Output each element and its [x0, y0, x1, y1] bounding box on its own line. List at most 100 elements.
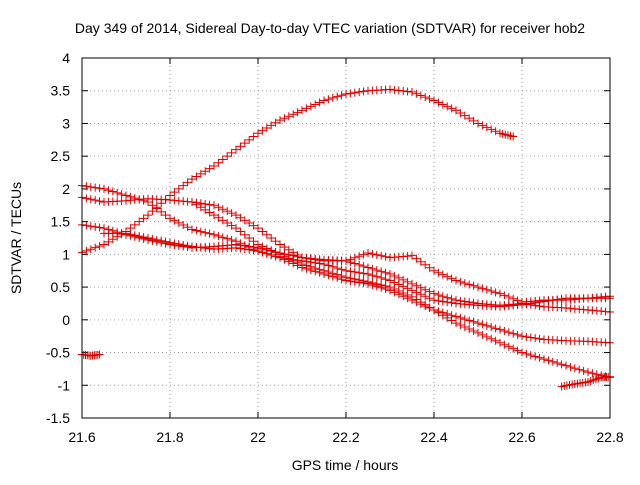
- data-point: [355, 268, 364, 277]
- data-point: [421, 260, 430, 269]
- data-point: [447, 316, 456, 325]
- data-point: [359, 87, 368, 96]
- data-point: [504, 328, 513, 337]
- data-point: [122, 229, 130, 238]
- data-point: [364, 263, 372, 272]
- data-point: [188, 225, 196, 234]
- data-point: [478, 330, 487, 339]
- data-point: [443, 102, 452, 111]
- data-points: [78, 85, 614, 391]
- data-point: [201, 205, 210, 214]
- y-tick-label: -0.5: [46, 345, 70, 361]
- data-point: [254, 240, 262, 249]
- data-point: [157, 236, 166, 245]
- data-point: [218, 155, 227, 164]
- data-point: [223, 218, 232, 227]
- data-point: [311, 100, 320, 109]
- data-point: [267, 246, 276, 255]
- y-tick-label: 0.5: [51, 279, 71, 295]
- data-point: [130, 220, 139, 229]
- data-point: [359, 262, 368, 271]
- data-point: [408, 279, 416, 288]
- data-point: [86, 195, 95, 204]
- data-point: [456, 277, 465, 286]
- data-point: [86, 245, 95, 254]
- data-point: [333, 270, 342, 279]
- y-tick-label: -1.5: [46, 410, 70, 426]
- data-point: [425, 94, 434, 103]
- data-point: [500, 291, 509, 300]
- y-tick-label: 3: [62, 115, 70, 131]
- data-point: [188, 242, 196, 251]
- data-point: [205, 164, 214, 173]
- data-point: [346, 89, 355, 98]
- data-point: [434, 308, 443, 317]
- data-point: [394, 273, 403, 282]
- data-point: [254, 224, 262, 233]
- data-point: [350, 88, 359, 97]
- data-point: [82, 246, 91, 255]
- data-point: [452, 106, 460, 115]
- data-point: [210, 201, 218, 210]
- data-point: [183, 223, 192, 232]
- data-point: [236, 227, 245, 236]
- x-tick-label: 21.6: [68, 429, 95, 445]
- data-point: [271, 248, 280, 257]
- data-point: [364, 277, 372, 286]
- data-point: [487, 125, 496, 134]
- data-point: [227, 148, 236, 157]
- data-point: [584, 368, 592, 377]
- data-point: [496, 338, 504, 347]
- data-point: [276, 240, 284, 249]
- data-point: [271, 118, 280, 127]
- data-point: [474, 328, 482, 337]
- y-tick-label: 1.5: [51, 214, 71, 230]
- data-point: [201, 228, 210, 237]
- data-point: [399, 275, 408, 284]
- data-point: [421, 285, 430, 294]
- data-point: [315, 256, 324, 265]
- y-tick-label: 2: [62, 181, 70, 197]
- data-point: [86, 182, 95, 191]
- data-point: [535, 334, 544, 343]
- data-point: [337, 271, 346, 280]
- data-point: [192, 172, 201, 181]
- y-axis-label: SDTVAR / TECUs: [8, 182, 24, 294]
- data-point: [460, 315, 469, 324]
- data-point: [328, 93, 337, 102]
- data-point: [166, 238, 174, 247]
- data-point: [452, 276, 460, 285]
- data-point: [298, 260, 306, 269]
- data-point: [377, 251, 386, 260]
- data-point: [377, 280, 386, 289]
- data-point: [513, 330, 522, 339]
- data-point: [359, 250, 368, 259]
- data-point: [438, 270, 447, 279]
- data-point: [482, 285, 491, 294]
- y-tick-label: -1: [58, 377, 71, 393]
- data-point: [390, 271, 399, 280]
- data-point: [394, 86, 403, 95]
- data-point: [210, 230, 218, 239]
- data-point: [412, 89, 421, 98]
- data-point: [82, 221, 91, 230]
- data-point: [249, 237, 258, 246]
- data-point: [553, 359, 562, 368]
- data-point: [152, 235, 161, 244]
- data-point: [157, 207, 166, 216]
- data-point: [368, 249, 377, 258]
- data-point: [478, 320, 487, 329]
- data-point: [289, 256, 298, 265]
- data-point: [306, 102, 315, 111]
- data-point: [152, 204, 161, 213]
- data-point: [421, 93, 430, 102]
- data-point: [443, 313, 452, 322]
- data-point: [355, 252, 364, 261]
- data-point: [408, 88, 416, 97]
- data-point: [205, 229, 214, 238]
- series-arc-c: [78, 220, 614, 307]
- data-point: [513, 296, 522, 305]
- data-point: [333, 92, 342, 101]
- data-point: [513, 346, 522, 355]
